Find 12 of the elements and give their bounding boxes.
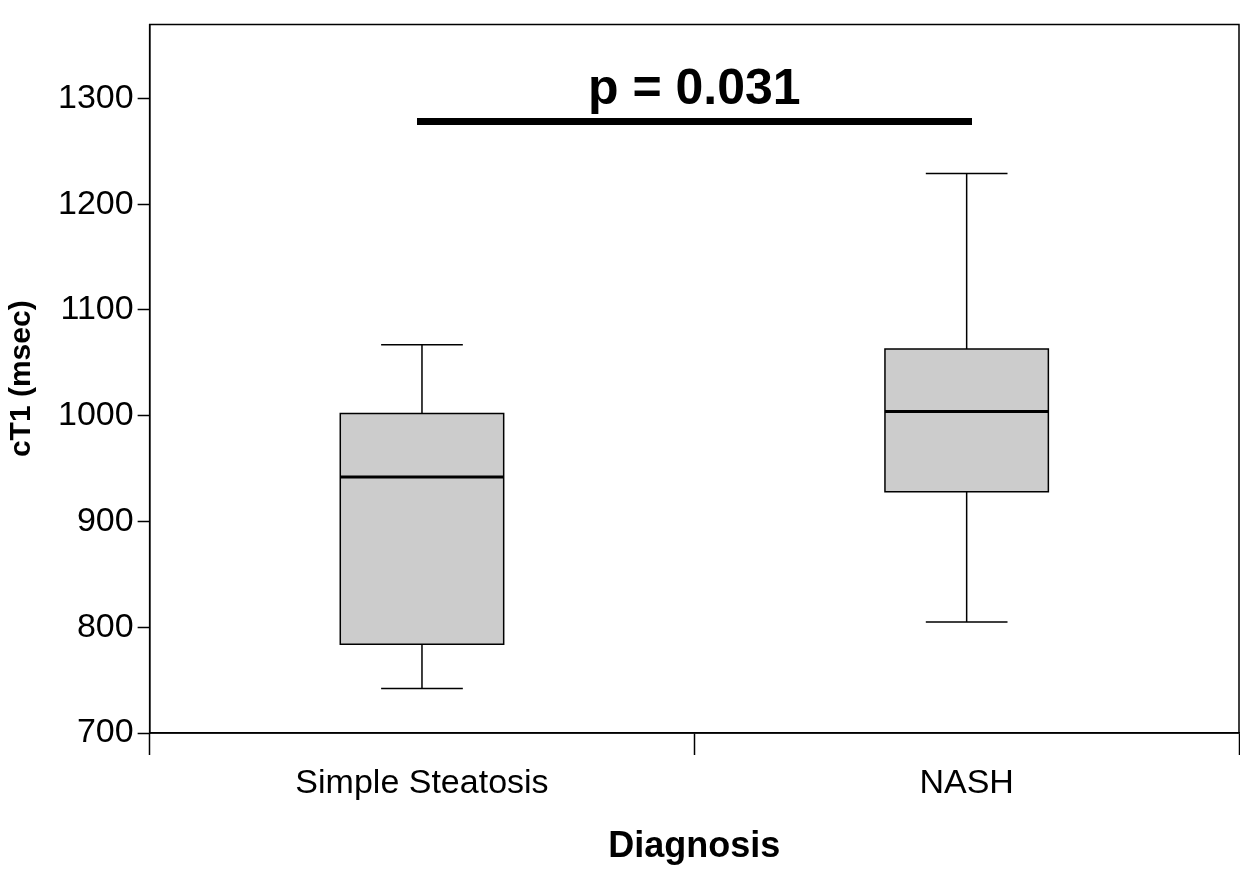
- y-tick-label: 1100: [60, 288, 134, 327]
- y-tick-label: 700: [76, 711, 134, 750]
- annotation: p = 0.031: [587, 59, 801, 116]
- y-axis-title: cT1 (msec): [3, 300, 37, 458]
- x-tick-label: NASH: [919, 761, 1014, 800]
- y-tick-label: 1200: [58, 182, 134, 221]
- y-tick-label: 1300: [58, 76, 134, 115]
- y-tick-label: 1000: [58, 394, 134, 433]
- y-tick-label: 800: [76, 605, 134, 644]
- x-axis-title: Diagnosis: [608, 824, 781, 866]
- x-tick-label: Simple Steatosis: [295, 761, 549, 800]
- y-tick-label: 900: [76, 499, 134, 538]
